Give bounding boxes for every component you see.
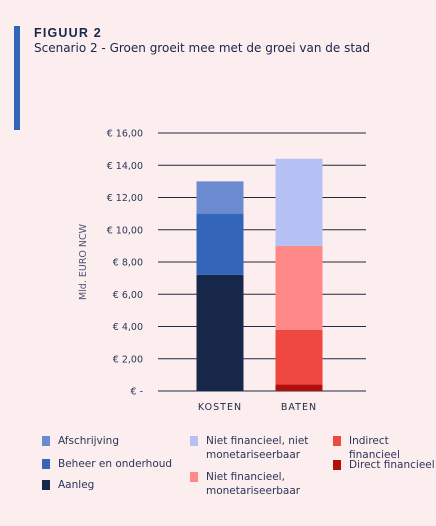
legend-label: Niet financieel, niet monetariseerbaar xyxy=(206,435,309,461)
bar-segment-indirect xyxy=(275,329,323,385)
legend-swatch xyxy=(333,460,341,470)
legend-item-afschrijving: Afschrijving xyxy=(42,434,119,448)
y-tick-label: € 10,00 xyxy=(107,225,143,236)
legend-item-niet_fin_niet_mon: Niet financieel, niet monetariseerbaar xyxy=(190,434,308,462)
legend-swatch xyxy=(333,436,341,446)
legend-label: Aanleg xyxy=(58,479,95,491)
bar-segment-aanleg xyxy=(196,274,244,391)
legend-label: Beheer en onderhoud xyxy=(58,458,173,470)
bar-segment-niet_fin_niet_mon xyxy=(275,158,323,246)
legend-item-aanleg: Aanleg xyxy=(42,478,94,492)
legend-label: Niet financieel, monetariseerbaar xyxy=(206,471,301,497)
y-axis-title: Mld. EURO NCW xyxy=(78,223,89,300)
figure-label: FIGUUR 2 xyxy=(34,26,102,40)
y-tick-label: € 4,00 xyxy=(113,322,143,333)
legend-item-beheer: Beheer en onderhoud xyxy=(42,457,172,471)
legend-swatch xyxy=(42,436,50,446)
legend-label: Direct financieel xyxy=(349,459,435,471)
legend-item-niet_fin_mon: Niet financieel, monetariseerbaar xyxy=(190,470,300,498)
bar-segment-niet_fin_mon xyxy=(275,245,323,330)
y-tick-label: € 2,00 xyxy=(113,354,143,365)
y-tick-label: € 14,00 xyxy=(107,161,143,172)
legend-swatch xyxy=(190,472,198,482)
bar-segment-afschrijving xyxy=(196,181,244,214)
legend-label: Afschrijving xyxy=(58,435,120,447)
x-tick-label: BATEN xyxy=(281,402,317,413)
y-tick-label: € 6,00 xyxy=(113,290,143,301)
accent-bar xyxy=(14,26,20,130)
y-tick-label: € 8,00 xyxy=(113,258,143,269)
x-tick-label: KOSTEN xyxy=(198,402,242,413)
legend-swatch xyxy=(190,436,198,446)
y-tick-label: € - xyxy=(131,387,144,398)
bar-segment-direct xyxy=(275,384,323,391)
figure-title: Scenario 2 - Groen groeit mee met de gro… xyxy=(34,41,371,55)
legend-item-indirect: Indirect financieel xyxy=(333,434,436,462)
legend-swatch xyxy=(42,459,50,469)
bar-segment-beheer xyxy=(196,213,244,275)
y-tick-label: € 12,00 xyxy=(107,193,143,204)
legend-swatch xyxy=(42,480,50,490)
legend-item-direct: Direct financieel xyxy=(333,458,435,472)
y-tick-label: € 16,00 xyxy=(107,129,143,140)
legend-label: Indirect financieel xyxy=(349,435,400,461)
